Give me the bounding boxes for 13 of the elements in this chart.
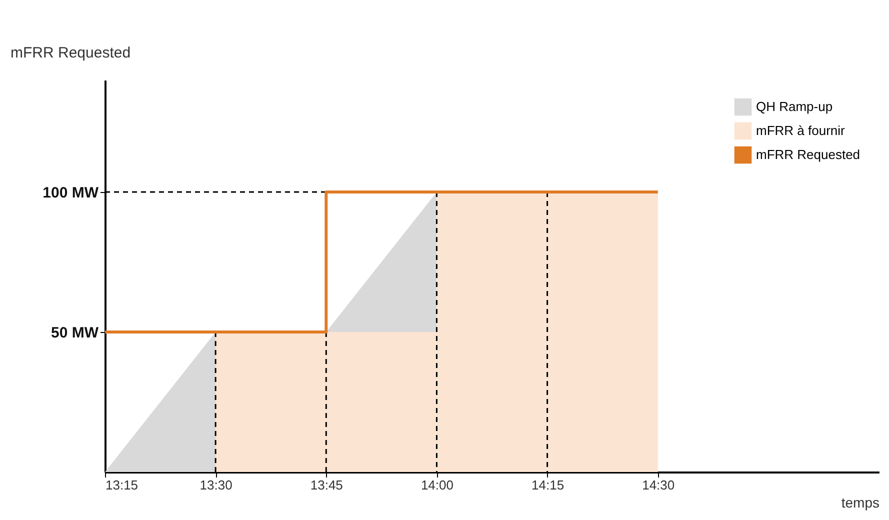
- x-tick-label: 14:15: [532, 478, 564, 492]
- legend-label: mFRR Requested: [756, 147, 860, 162]
- y-axis-title: mFRR Requested: [10, 44, 131, 62]
- x-tick-label: 13:45: [310, 478, 343, 492]
- legend-label: QH Ramp-up: [756, 99, 833, 114]
- x-tick-label: 14:00: [420, 478, 454, 492]
- x-tick-label: 13:15: [106, 478, 138, 492]
- legend-label: mFRR à fournir: [756, 123, 846, 138]
- x-axis-title: temps: [841, 494, 880, 510]
- y-tick-label: 50 MW: [50, 324, 100, 342]
- y-tick-label: 100 MW: [42, 184, 100, 202]
- x-tick-label: 14:30: [642, 478, 675, 492]
- x-tick-label: 13:30: [200, 478, 232, 492]
